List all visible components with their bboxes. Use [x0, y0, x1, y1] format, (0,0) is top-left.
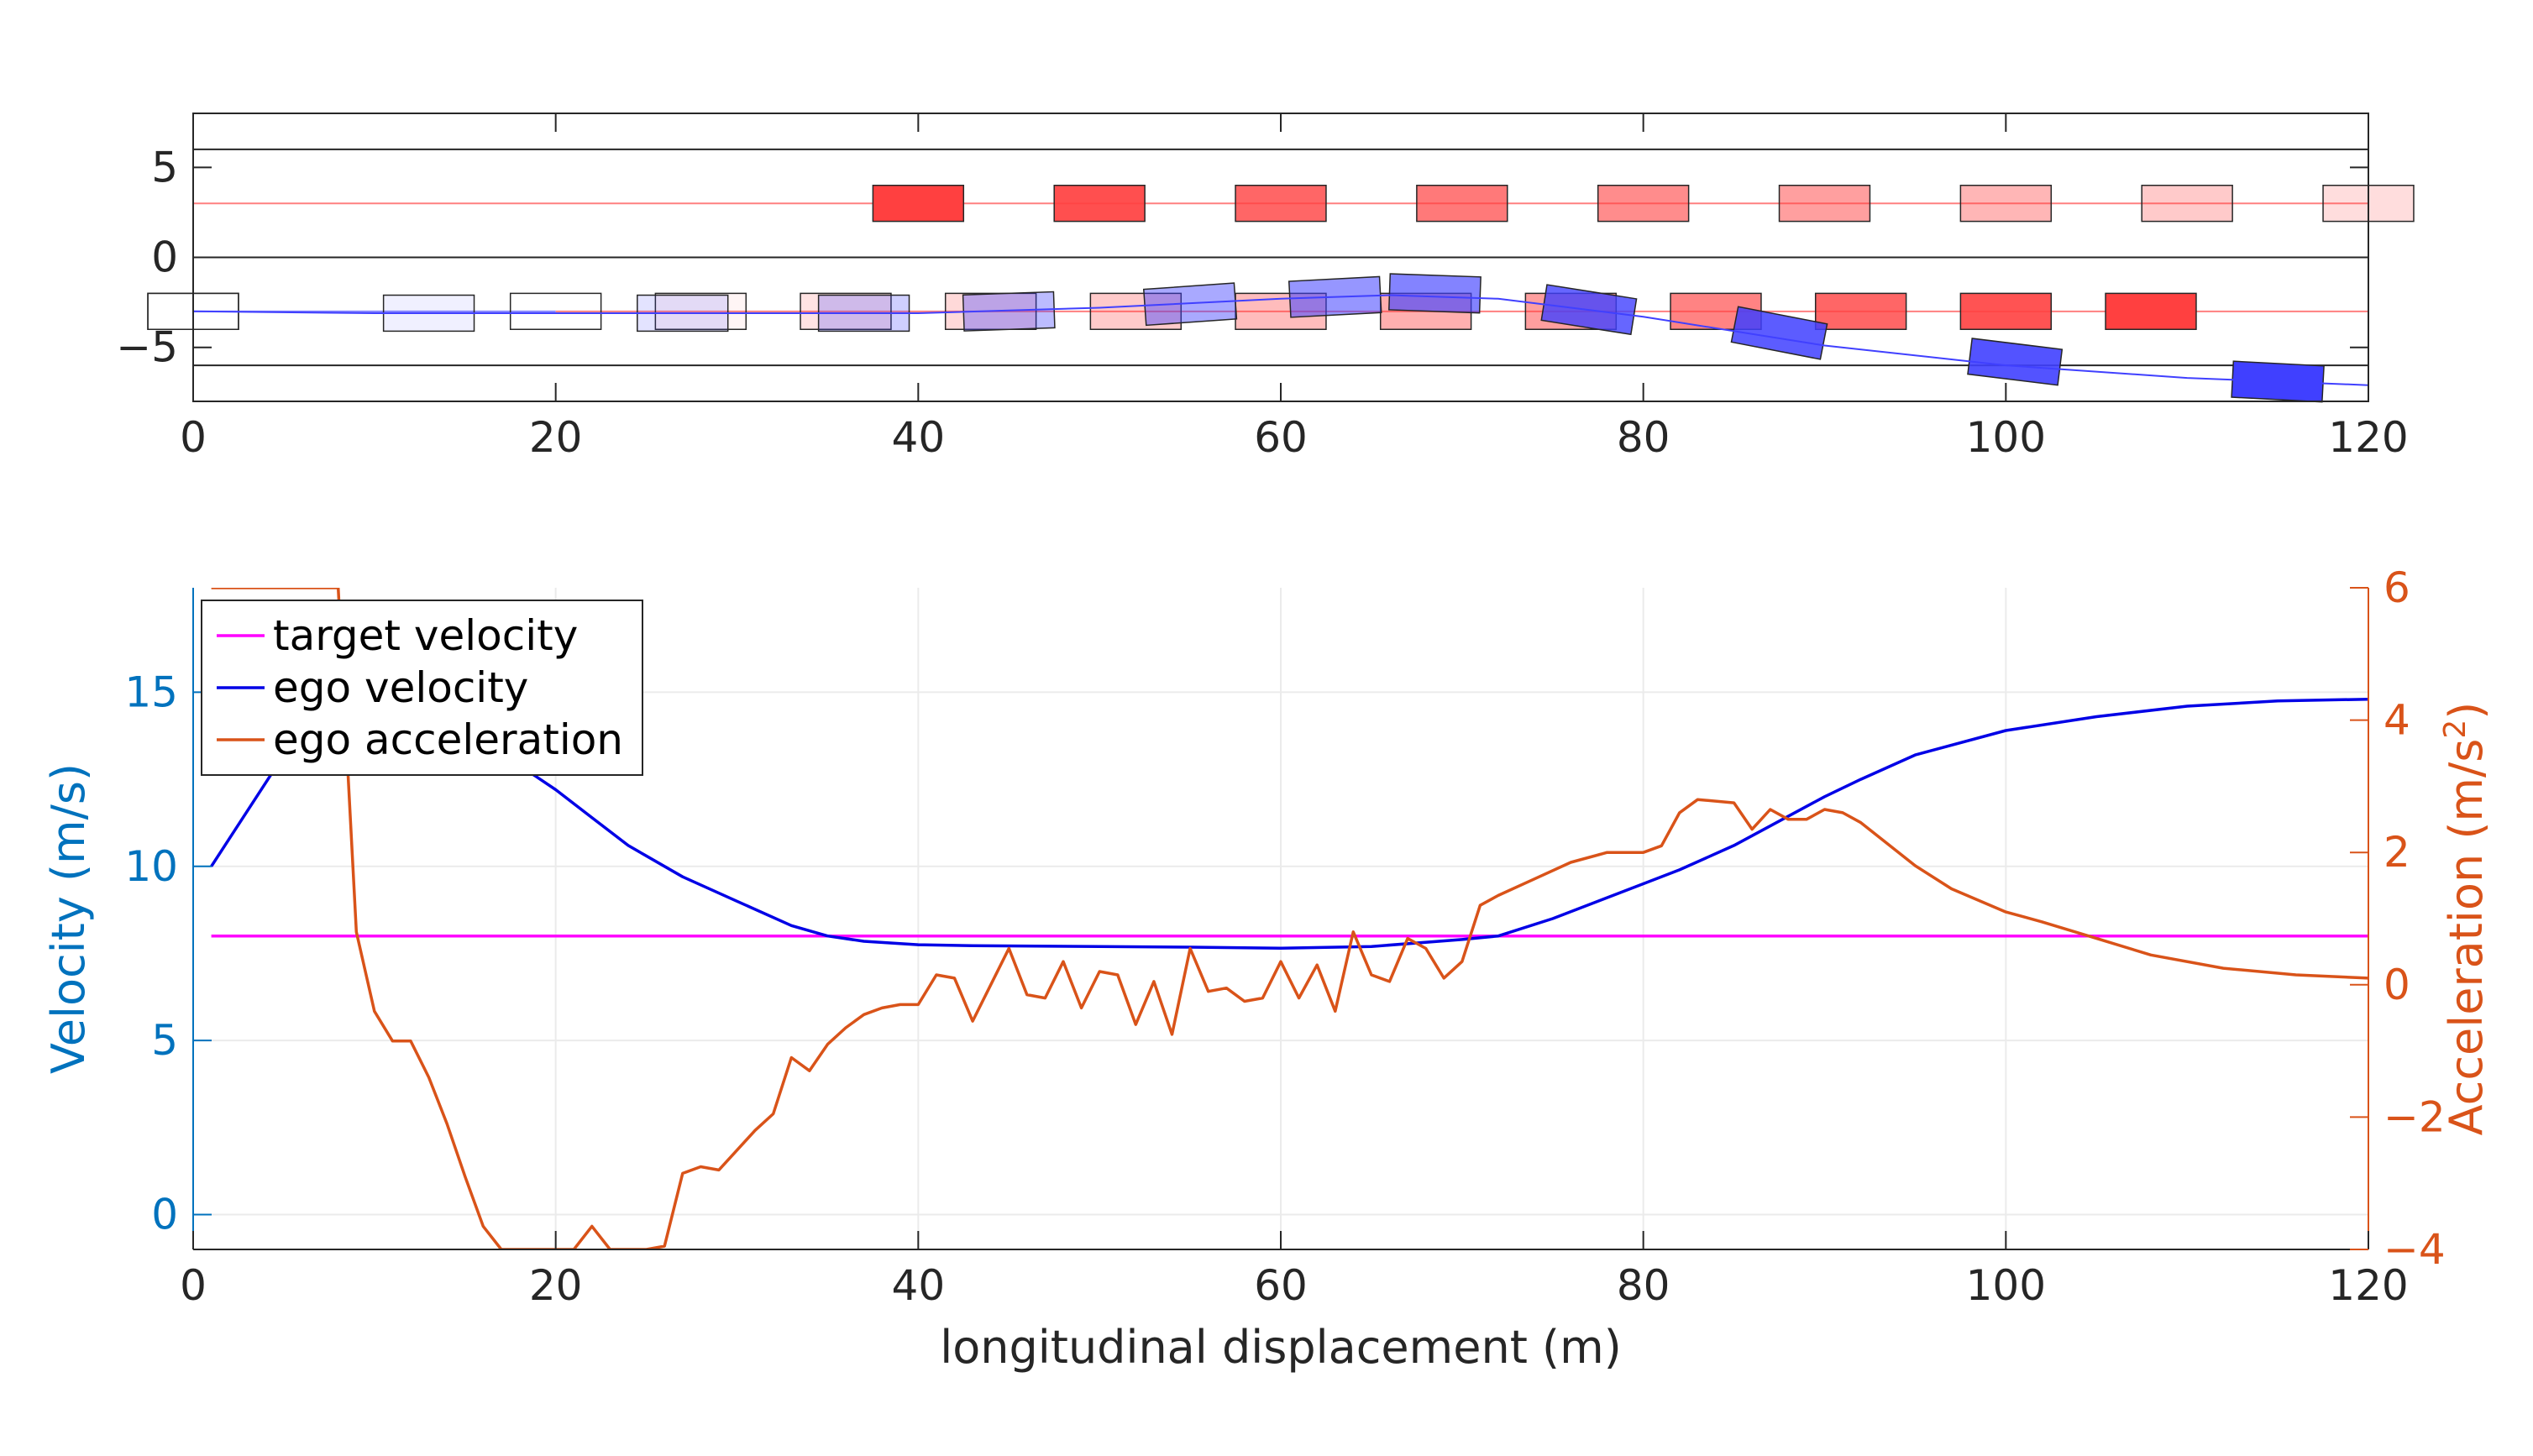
red-vehicle [2105, 292, 2197, 330]
left-y-ticks: 0 5 10 15 [124, 668, 212, 1239]
left-y-axis-label: Velocity (m/s) [42, 763, 95, 1074]
red-vehicle [509, 292, 602, 330]
right-y-axis-label: Acceleration (m/s2) [2438, 702, 2494, 1136]
red-vehicle [1814, 292, 1907, 330]
ego-acceleration-line [211, 588, 2368, 1249]
red-vehicle [872, 185, 965, 223]
right-y-tick-label: −2 [2384, 1092, 2446, 1141]
right-y-axis-label-main: Acceleration (m/s [2440, 739, 2493, 1136]
right-y-axis-label-superscript: 2 [2438, 720, 2473, 739]
x-ticks: 0 20 40 60 80 100 120 [180, 1231, 2409, 1310]
x-axis-label: longitudinal displacement (m) [940, 1321, 1622, 1374]
right-y-tick-label: 6 [2384, 563, 2410, 612]
x-tick-label: 80 [1617, 413, 1670, 462]
ego-path-group [192, 294, 2369, 386]
x-tick-label: 60 [1254, 413, 1308, 462]
right-y-tick-label: 2 [2384, 828, 2410, 877]
y-tick-label: 0 [151, 233, 178, 282]
ego-path [192, 294, 2369, 386]
legend-label: ego acceleration [273, 715, 623, 764]
red-vehicle [1959, 292, 2053, 330]
x-tick-label: 0 [180, 413, 207, 462]
legend-box [201, 600, 643, 776]
blue-ego-vehicle [1967, 338, 2064, 386]
x-tick-label: 120 [2328, 1261, 2408, 1310]
legend-label: ego velocity [273, 663, 528, 712]
left-y-tick-label: 0 [151, 1191, 178, 1239]
right-y-tick-label: −4 [2384, 1225, 2446, 1274]
y-tick-label: −5 [116, 323, 178, 372]
scenario-y-ticks: −5 0 5 [116, 143, 2368, 372]
right-y-ticks: −4 −2 0 2 4 6 [2350, 563, 2446, 1274]
red-vehicle [1959, 185, 2053, 223]
red-vehicle [1778, 185, 1871, 223]
blue-ego-vehicle [1388, 273, 1482, 314]
x-tick-label: 60 [1254, 1261, 1308, 1310]
y-tick-label: 5 [151, 143, 178, 191]
left-y-tick-label: 5 [151, 1016, 178, 1065]
red-vehicle [1597, 185, 1690, 223]
red-vehicle [1416, 185, 1508, 223]
legend-label: target velocity [273, 611, 578, 660]
red-vehicle [1235, 185, 1327, 223]
right-y-axis-label-close: ) [2440, 702, 2493, 720]
x-tick-label: 100 [1966, 413, 2046, 462]
blue-ego-vehicle [1730, 306, 1828, 360]
x-tick-label: 20 [529, 1261, 583, 1310]
right-y-tick-label: 4 [2384, 696, 2410, 745]
red-vehicle [800, 292, 892, 330]
x-tick-label: 40 [892, 1261, 946, 1310]
x-tick-label: 100 [1966, 1261, 2046, 1310]
left-y-tick-label: 10 [124, 842, 178, 891]
x-tick-label: 20 [529, 413, 583, 462]
x-tick-label: 0 [180, 1261, 207, 1310]
x-tick-label: 40 [892, 413, 946, 462]
right-y-tick-label: 0 [2384, 961, 2410, 1009]
left-y-tick-label: 15 [124, 668, 178, 716]
red-vehicle [2141, 185, 2233, 223]
scenario-chart: 0 20 40 60 80 100 120 −505 [116, 113, 2415, 462]
velocity-acceleration-chart: 0 20 40 60 80 100 120 0 5 10 15 −4 −2 0 2 4 6 longitud… [42, 563, 2493, 1374]
scenario-x-ticks: 0 20 40 60 80 100 120 [180, 113, 2409, 462]
x-tick-label: 80 [1617, 1261, 1670, 1310]
x-tick-label: 120 [2328, 413, 2408, 462]
red-vehicle [1053, 185, 1146, 223]
red-vehicle [654, 292, 747, 330]
